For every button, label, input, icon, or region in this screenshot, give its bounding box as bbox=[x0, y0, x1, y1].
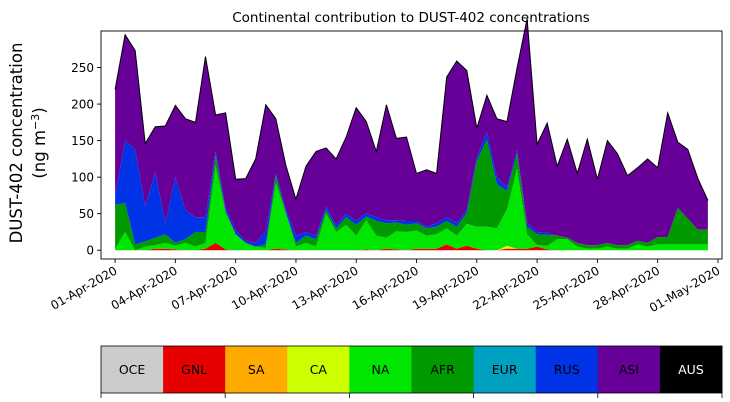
y-axis-label: DUST-402 concentration (ng m−3) bbox=[7, 43, 49, 244]
x-tick-label: 22-Apr-2020 bbox=[470, 263, 541, 312]
x-tick-label: 04-Apr-2020 bbox=[109, 263, 180, 312]
area-rus bbox=[115, 131, 708, 247]
x-tick-label: 01-Apr-2020 bbox=[48, 263, 119, 312]
y-tick-label: 250 bbox=[71, 61, 94, 75]
legend-swatch-eur bbox=[473, 346, 537, 393]
y-axis-label-exponent: −3 bbox=[29, 114, 42, 130]
legend-swatch-sa bbox=[225, 346, 288, 393]
legend-swatch-afr bbox=[411, 346, 475, 393]
y-axis-label-unit: (ng m bbox=[30, 130, 49, 179]
legend-swatch-ca bbox=[287, 346, 350, 393]
x-tick-label: 10-Apr-2020 bbox=[229, 263, 300, 312]
x-tick-label: 19-Apr-2020 bbox=[410, 263, 481, 312]
region-color-bar: OCE GNL SA CA NA AFR EUR RUS ASI AUS bbox=[100, 345, 723, 398]
legend-bar-frame bbox=[100, 345, 723, 394]
chart-title: Continental contribution to DUST-402 con… bbox=[232, 10, 590, 26]
y-tick-label: 0 bbox=[86, 244, 94, 258]
legend-swatch-aus bbox=[659, 346, 723, 393]
area-na bbox=[115, 166, 708, 251]
plot-area-frame bbox=[100, 30, 723, 260]
total-outline bbox=[114, 18, 709, 201]
legend-label-aus: AUS bbox=[678, 362, 704, 377]
legend-label-rus: RUS bbox=[554, 362, 580, 377]
x-axis-ticks: 01-Apr-202004-Apr-202007-Apr-202010-Apr-… bbox=[48, 259, 722, 315]
x-tick-label: 25-Apr-2020 bbox=[531, 263, 602, 312]
y-axis-ticks: 0 50 100 150 200 250 bbox=[71, 61, 101, 258]
legend-label-eur: EUR bbox=[492, 362, 518, 377]
legend-swatch-rus bbox=[535, 346, 599, 393]
area-gnl bbox=[115, 242, 708, 251]
y-tick-label: 50 bbox=[79, 207, 94, 221]
legend-label-gnl: GNL bbox=[181, 362, 207, 377]
x-tick-label: 16-Apr-2020 bbox=[350, 263, 421, 312]
stacked-area-layers bbox=[115, 18, 708, 251]
x-tick-label: 13-Apr-2020 bbox=[289, 263, 360, 312]
legend-swatch-asi bbox=[597, 346, 661, 393]
legend-label-ca: CA bbox=[310, 362, 328, 377]
legend-label-afr: AFR bbox=[430, 362, 455, 377]
y-tick-label: 100 bbox=[71, 171, 94, 185]
area-afr bbox=[115, 139, 708, 251]
legend-label-sa: SA bbox=[248, 362, 265, 377]
y-axis-label-line2: (ng m−3) bbox=[29, 107, 49, 178]
y-tick-label: 200 bbox=[71, 98, 94, 112]
legend-swatch-na bbox=[349, 346, 412, 393]
legend-swatch-oce bbox=[101, 346, 164, 393]
y-axis-label-line1: DUST-402 concentration bbox=[7, 43, 26, 244]
x-tick-label: 07-Apr-2020 bbox=[169, 263, 240, 312]
legend-label-na: NA bbox=[371, 362, 389, 377]
legend-label-asi: ASI bbox=[619, 362, 639, 377]
y-axis-label-close: ) bbox=[30, 107, 49, 113]
legend-swatch-gnl bbox=[163, 346, 226, 393]
area-asi bbox=[115, 18, 708, 246]
legend-label-oce: OCE bbox=[119, 362, 146, 377]
y-tick-label: 150 bbox=[71, 134, 94, 148]
